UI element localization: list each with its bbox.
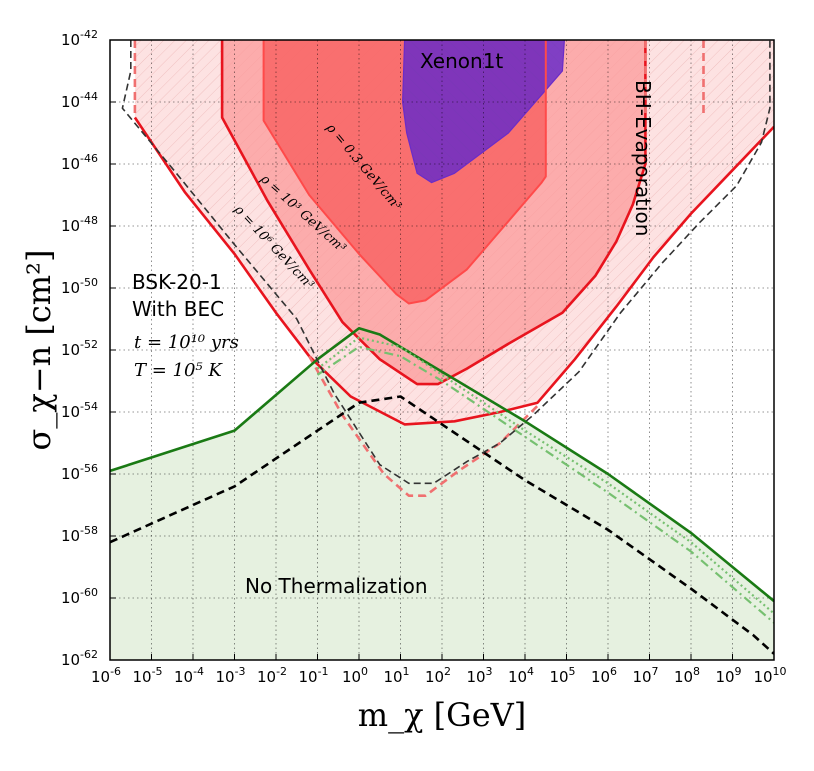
x-tick-label: 100: [342, 665, 368, 686]
y-tick-label: 10-62: [61, 648, 98, 669]
y-tick-label: 10-54: [61, 400, 98, 421]
x-tick-label: 104: [508, 665, 534, 686]
y-tick-label: 10-50: [61, 276, 98, 297]
series-line-green_dashdot: [316, 345, 774, 624]
x-tick-label: 10-3: [215, 665, 245, 686]
x-tick-label: 105: [549, 665, 575, 686]
series-line-rho_1e3: [220, 40, 647, 386]
x-tick-label: 106: [591, 665, 617, 686]
no-thermalization-label: No Thermalization: [245, 574, 428, 598]
y-tick-label: 10-60: [61, 586, 98, 607]
series-line-rho_1e6: [133, 116, 774, 426]
series-line-black_dashed_bottom: [110, 395, 774, 655]
series-line-black_dashed_left: [121, 40, 771, 485]
xenon1t-exclusion-hatch: [402, 40, 565, 183]
x-tick-label: 10-6: [91, 665, 121, 686]
x-tick-label: 10-2: [257, 665, 287, 686]
bh-evaporation-label: BH-Evaporation: [631, 80, 655, 236]
x-axis-title: m_χ [GeV]: [358, 696, 526, 734]
xenon1t-label: Xenon1t: [420, 49, 503, 73]
y-tick-label: 10-42: [61, 28, 98, 49]
x-tick-label: 101: [383, 665, 409, 686]
y-axis-ticks: 10-62 10-60 10-58 10-56 10-54 10-52 10-50 10-48…: [61, 28, 116, 669]
series-line-xenon: [402, 40, 565, 184]
series-line-rho_3_dash: [308, 355, 539, 497]
x-tick-label: 1010: [753, 665, 786, 686]
model-label-line1: BSK-20-1: [132, 270, 222, 294]
x-tick-label: 102: [425, 665, 451, 686]
y-tick-label: 10-58: [61, 524, 98, 545]
y-tick-label: 10-44: [61, 90, 98, 111]
x-tick-label: 10-4: [174, 665, 204, 686]
series-layer: [110, 40, 774, 655]
x-tick-label: 10-1: [298, 665, 328, 686]
x-tick-label: 103: [466, 665, 492, 686]
y-tick-label: 10-48: [61, 214, 98, 235]
y-axis-title: σ_χ−n [cm²]: [20, 250, 58, 451]
x-tick-label: 109: [715, 665, 741, 686]
x-axis-ticks: 10-6 10-5 10-4 10-3 10-2 10-1 100 101 102 103 104 1…: [91, 654, 787, 686]
y-tick-label: 10-52: [61, 338, 98, 359]
y-tick-label: 10-46: [61, 152, 98, 173]
temperature-label: T = 10⁵ K: [134, 360, 223, 381]
time-label: t = 10¹⁰ yrs: [134, 332, 239, 353]
y-tick-label: 10-56: [61, 462, 98, 483]
x-tick-label: 108: [674, 665, 700, 686]
x-tick-label: 107: [632, 665, 658, 686]
x-tick-label: 10-5: [132, 665, 162, 686]
no-thermalization-region: [110, 328, 774, 660]
model-label-line2: With BEC: [132, 297, 224, 321]
series-line-rho_03: [262, 40, 547, 305]
plot-area: [110, 40, 774, 660]
